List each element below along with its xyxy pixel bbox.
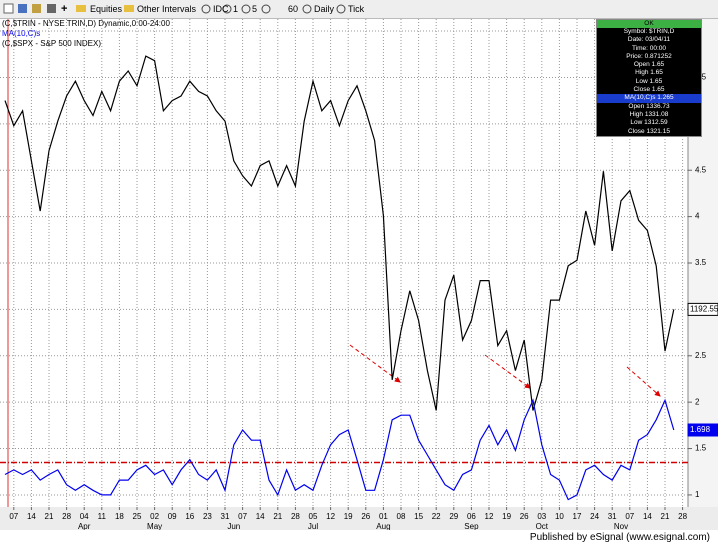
x-month-label: Nov [614,522,628,530]
x-month-label: Aug [376,522,390,530]
x-tick-label: 12 [485,512,494,521]
x-month-label: Jul [308,522,318,530]
x-tick-label: 14 [256,512,265,521]
data-window-header: OK [597,20,701,28]
x-tick-label: 25 [133,512,142,521]
toolbar-item[interactable]: Equities [90,4,123,14]
y-tick-label: 2.5 [695,351,707,360]
x-tick-label: 19 [344,512,353,521]
x-tick-label: 12 [326,512,335,521]
data-window-row: Low 1.65 [635,77,663,85]
x-tick-label: 02 [150,512,159,521]
toolbar-item[interactable]: Daily [314,4,335,14]
y-tick-label: 3.5 [695,258,707,267]
legend-entry: (C,$SPX - S&P 500 INDEX) [2,39,101,48]
data-window-row: Open 1336.73 [628,102,670,110]
data-window-row: Close 1.65 [633,86,665,94]
x-tick-label: 14 [643,512,652,521]
data-window-row: High 1.65 [635,69,663,77]
data-window-row: Symbol: $TRIN,D [623,28,675,35]
toolbar: + Equities Other Intervals IDC 1 5 60 Daily Tic… [0,0,718,19]
last-value-tag [687,302,718,316]
toolbar-item[interactable]: IDC [213,4,229,14]
x-tick-label: 22 [432,512,441,521]
toolbar-item[interactable]: Other Intervals [137,4,197,14]
x-tick-label: 19 [502,512,511,521]
footer: Published by eSignal (www.esignal.com) [0,530,718,546]
x-tick-label: 26 [361,512,370,521]
x-month-label: Jun [227,522,240,530]
series-line [4,398,675,501]
x-tick-label: 21 [273,512,282,521]
x-tick-label: 07 [9,512,18,521]
x-month-label: Sep [464,522,479,530]
x-tick-label: 04 [80,512,89,521]
x-tick-label: 31 [608,512,617,521]
footer-text: Published by eSignal (www.esignal.com) [529,532,710,543]
toolbar-item[interactable]: 5 [252,4,258,14]
x-tick-label: 09 [168,512,177,521]
x-axis-area [0,507,718,530]
x-tick-label: 21 [45,512,54,521]
y-tick-label: 4 [695,212,700,221]
x-tick-label: 01 [379,512,388,521]
x-tick-label: 21 [661,512,670,521]
x-tick-label: 07 [625,512,634,521]
x-tick-label: 16 [185,512,194,521]
y-tick-label: 4.5 [695,165,707,174]
x-tick-label: 23 [203,512,212,521]
x-tick-label: 14 [27,512,36,521]
x-month-label: Apr [78,522,91,530]
y-tick-label: 2 [695,397,700,406]
data-window-row: Time: 00:00 [631,44,667,52]
x-tick-label: 10 [555,512,564,521]
data-window-row: High 1331.08 [629,110,669,118]
last-value-label: 1192.55 [690,304,718,313]
data-window-row: Date: 03/04/11 [627,36,671,44]
plot-area [0,19,688,507]
x-tick-label: 05 [309,512,318,521]
x-tick-label: 18 [115,512,124,521]
data-window-row: Low 1312.59 [630,119,668,127]
last-value-tag [687,423,718,437]
x-tick-label: 26 [520,512,529,521]
x-tick-label: 28 [678,512,687,521]
toolbar-item[interactable]: 1 [233,4,239,14]
data-window-row: Open 1.65 [633,61,665,69]
y-tick-label: 1.5 [695,444,707,453]
chart-title: (C,$TRIN - NYSE TRIN,D) Dynamic,0:00-24:… [2,19,170,28]
chart: (C,$TRIN - NYSE TRIN,D) Dynamic,0:00-24:… [0,19,718,530]
data-window-row: MA(10,C)s 1.265 [597,94,701,103]
x-month-label: Oct [536,522,549,530]
toolbar-item[interactable]: Tick [348,4,365,14]
legend-entry: MA(10,C)s [2,29,40,38]
x-tick-label: 24 [590,512,599,521]
x-tick-label: 31 [221,512,230,521]
x-month-label: May [147,522,162,530]
x-tick-label: 29 [449,512,458,521]
svg-text:+: + [61,3,67,15]
x-tick-label: 06 [467,512,476,521]
toolbar-item[interactable]: 60 [288,4,299,14]
x-tick-label: 11 [98,512,107,521]
x-tick-label: 03 [537,512,546,521]
data-window-row: Close 1321.15 [628,127,670,135]
x-tick-label: 17 [573,512,582,521]
x-tick-label: 28 [291,512,300,521]
data-window: OK Symbol: $TRIN,D Date: 03/04/11 Time: 00:… [596,19,702,137]
x-tick-label: 08 [397,512,406,521]
x-tick-label: 28 [62,512,71,521]
x-tick-label: 15 [414,512,423,521]
series-line [4,55,675,411]
last-value-label: 1.698 [690,425,711,434]
data-window-row: Price: 0.871252 [626,52,672,60]
y-tick-label: 1 [695,490,700,499]
toolbar-icons: + [3,3,346,15]
x-tick-label: 07 [238,512,247,521]
